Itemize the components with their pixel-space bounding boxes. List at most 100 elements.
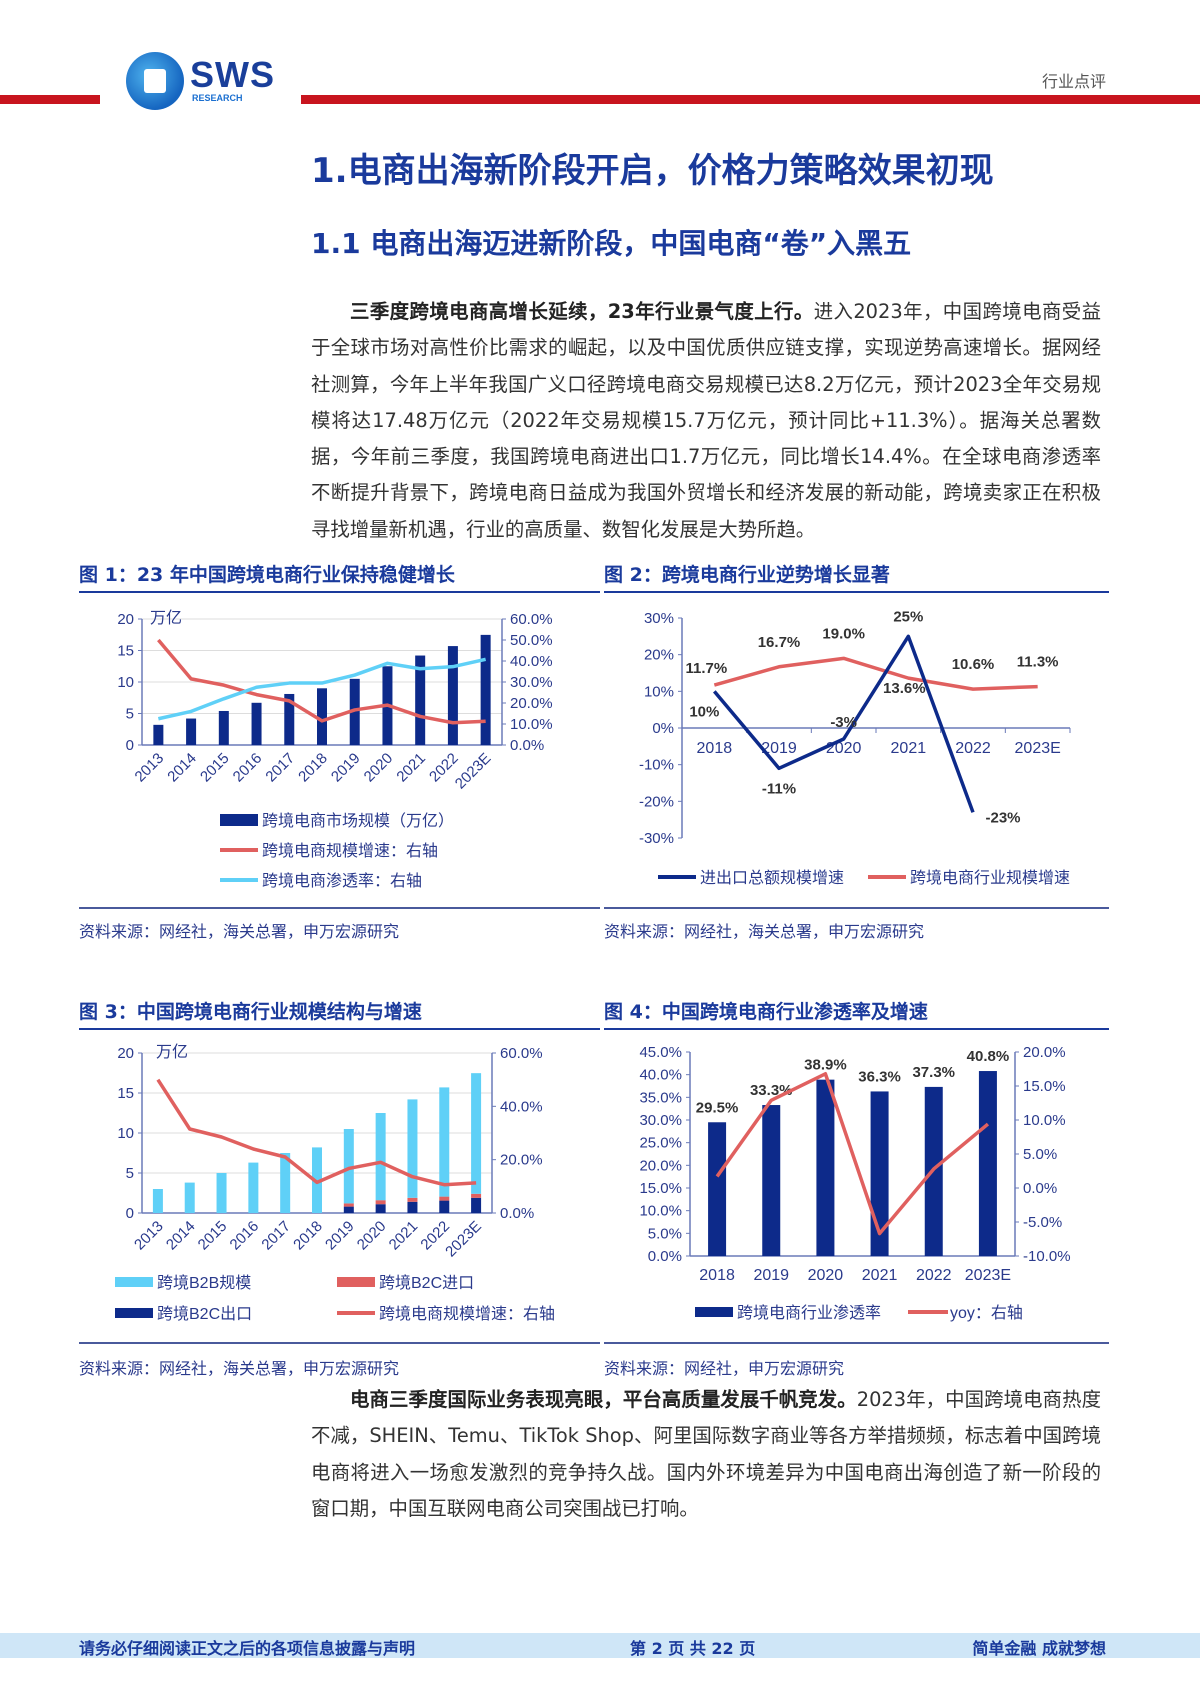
y2-tick-label: 50.0% [510,632,553,649]
y-tick-label: 25.0% [639,1135,682,1152]
stacked-bar-segment [439,1200,450,1213]
data-label-penetration: 37.3% [912,1064,955,1081]
data-label-ecommerce: 11.7% [685,660,727,677]
stacked-bar-segment [375,1200,386,1205]
line-penetration-rate [157,657,487,721]
y-tick-label: 0 [126,1205,134,1222]
legend-swatch [695,1307,733,1317]
data-label-trade: 25% [893,608,923,625]
x-tick-label: 2023E [965,1267,1011,1284]
legend-swatch [220,814,258,826]
figure-3-bottom-rule [79,1342,600,1344]
bar-market-size [186,718,197,745]
stacked-bar-segment [375,1113,386,1201]
line-growth-rate [157,638,486,725]
y-tick-label: 15 [117,643,134,660]
stacked-bar-segment [407,1201,418,1213]
legend-label: 跨境电商规模增速：右轴 [262,841,438,860]
y2-tick-label: 0.0% [510,737,544,754]
figure-2-bottom-rule [604,907,1109,909]
x-tick-label: 2022 [417,1218,453,1254]
x-tick-label: 2021 [386,1218,422,1254]
stacked-bar-segment [280,1153,291,1213]
y-tick-label: 10 [117,674,134,691]
line-yoy [715,1072,990,1236]
y-tick-label: 40.0% [639,1067,682,1084]
figure-4-source: 资料来源：网经社，申万宏源研究 [604,1359,845,1378]
y2-tick-label: 40.0% [510,653,553,670]
y-tick-label: 10% [644,683,674,700]
legend-label: 跨境电商市场规模（万亿） [262,811,454,830]
x-tick-label: 2018 [699,1267,735,1284]
stacked-bar-segment [439,1196,450,1201]
x-tick-label: 2020 [826,740,862,757]
bar-market-size [284,693,295,745]
stacked-bar-segment [248,1162,259,1213]
bar-market-size [382,666,393,745]
legend-label: 进出口总额规模增速 [700,869,844,887]
stacked-bar-segment [375,1204,386,1213]
subsection-heading: 1.1 电商出海迈进新阶段，中国电商“卷”入黑五 [311,227,912,260]
y-tick-label: 5 [126,706,134,723]
paragraph-2-body: 2023年，中国跨境电商热度不减，SHEIN、Temu、TikTok Shop、… [311,1388,1101,1520]
stacked-bar-segment [343,1203,354,1207]
bar-market-size [153,724,164,745]
y2-tick-label: 30.0% [510,674,553,691]
bar-penetration [708,1122,727,1256]
stacked-bar-segment [407,1197,418,1202]
legend-swatch [220,878,258,882]
y-tick-label: -30% [639,830,674,847]
bar-penetration [978,1071,997,1256]
y-tick-label: 5.0% [648,1225,682,1242]
figure-4-title: 图 4：中国跨境电商行业渗透率及增速 [604,997,1109,1030]
legend-swatch [115,1308,153,1318]
y-tick-label: 35.0% [639,1089,682,1106]
legend-label: 跨境电商渗透率：右轴 [262,871,422,890]
legend-label: 跨境电商行业规模增速 [910,868,1070,887]
paragraph-2: 电商三季度国际业务表现亮眼，平台高质量发展千帆竞发。2023年，中国跨境电商热度… [311,1382,1101,1527]
y-tick-label: -20% [639,793,674,810]
stacked-bar-segment [439,1087,450,1197]
bar-penetration [816,1079,835,1256]
x-tick-label: 2022 [426,750,462,786]
y-tick-label: 20 [117,1045,134,1062]
stacked-bar-segment [407,1099,418,1198]
legend-label: 跨境B2C进口 [379,1273,474,1292]
data-label-trade: -11% [762,780,796,797]
data-label-penetration: 40.8% [967,1048,1010,1065]
y-tick-label: 20.0% [639,1157,682,1174]
header-red-bar-right [301,95,1200,104]
stacked-bar-segment [471,1193,482,1198]
y2-tick-label: 0.0% [500,1205,534,1222]
figure-1-bottom-rule [79,907,600,909]
paragraph-2-lead: 电商三季度国际业务表现亮眼，平台高质量发展千帆竞发。 [350,1388,857,1411]
section-label: 行业点评 [1041,72,1106,91]
bar-penetration [924,1086,943,1256]
bar-market-size [251,702,262,745]
legend-swatch [658,875,696,879]
bar-market-size [317,688,327,745]
figure-4-bottom-rule [604,1342,1109,1344]
y-tick-label: 45.0% [639,1044,682,1061]
figure-2-title: 图 2：跨境电商行业逆势增长显著 [604,560,1109,593]
data-label-penetration: 38.9% [804,1057,847,1074]
figure-3-title: 图 3：中国跨境电商行业规模结构与增速 [79,997,600,1030]
y2-tick-label: 10.0% [1023,1112,1066,1129]
data-label-ecommerce: 13.6% [883,680,926,697]
y2-tick-label: 5.0% [1023,1146,1057,1163]
y-tick-label: 0.0% [648,1248,682,1265]
stacked-bar-segment [216,1173,227,1213]
y-tick-label: 15 [117,1085,134,1102]
x-tick-label: 2016 [227,1218,263,1254]
data-label-penetration: 33.3% [750,1082,793,1099]
y-tick-label: 30% [644,610,674,627]
x-tick-label: 2019 [761,740,797,757]
legend-swatch [220,848,258,852]
x-tick-label: 2022 [916,1267,952,1284]
stacked-bar-segment [471,1073,482,1194]
legend-label: yoy：右轴 [950,1304,1023,1322]
x-tick-label: 2020 [361,750,397,786]
header-red-bar-left [0,95,100,104]
line-ecommerce-growth [713,656,1038,691]
y-tick-label: 0% [652,720,674,737]
